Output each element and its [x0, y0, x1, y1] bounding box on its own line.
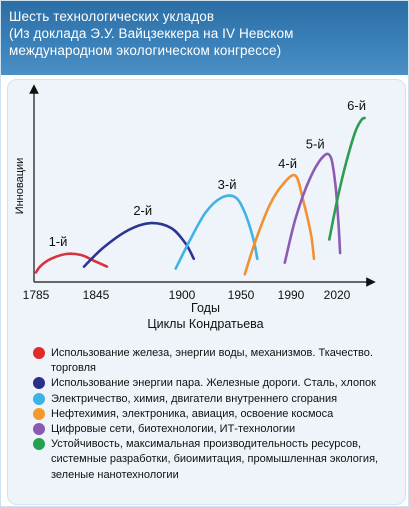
series-label-5: 5-й [306, 137, 325, 152]
x-tick-label-2020: 2020 [324, 288, 351, 302]
title-line-1: Шесть технологических укладов [9, 9, 215, 24]
title-line-2: (Из доклада Э.У. Вайцзеккера на IV Невск… [9, 26, 294, 41]
series-curve-3 [174, 194, 259, 270]
legend-item: Использование энергии пара. Железные дор… [33, 376, 403, 391]
legend-item: Цифровые сети, биотехнологии, ИТ-техноло… [33, 422, 403, 437]
legend: Использование железа, энергии воды, меха… [33, 346, 403, 483]
x-axis-subtitle: Циклы Кондратьева [147, 317, 264, 331]
series-label-2: 2-й [133, 203, 152, 218]
legend-item-text: Устойчивость, максимальная производитель… [51, 438, 379, 481]
series-label-3: 3-й [218, 177, 237, 192]
kondratiev-chart: Инновации 1785 1845 1900 1950 1990 2020 1-й 2-й 3… [14, 84, 376, 302]
legend-item: Использование железа, энергии воды, меха… [33, 346, 403, 376]
x-tick-label-1785: 1785 [23, 288, 50, 302]
legend-item: Электричество, химия, двигатели внутренн… [33, 392, 403, 407]
series-curve-5 [283, 152, 342, 264]
series-curve-6 [328, 116, 366, 241]
legend-item-text: Нефтехимия, электроника, авиация, освоен… [51, 407, 334, 420]
legend-item-text: Использование железа, энергии воды, меха… [51, 347, 373, 375]
legend-item-text: Электричество, химия, двигатели внутренн… [51, 392, 338, 405]
legend-dot-icon [33, 392, 45, 405]
x-tick-label-1900: 1900 [169, 288, 196, 302]
x-tick-label-1845: 1845 [83, 288, 110, 302]
series-label-1: 1-й [49, 234, 68, 249]
x-tick-label-1990: 1990 [278, 288, 305, 302]
chart-panel [7, 79, 406, 505]
legend-dot-icon [33, 423, 45, 436]
series-label-6: 6-й [347, 98, 366, 113]
x-axis-title: Годы [191, 301, 220, 315]
legend-item: Устойчивость, максимальная производитель… [33, 437, 403, 483]
legend-dot-icon [33, 407, 45, 420]
legend-item-text: Цифровые сети, биотехнологии, ИТ-техноло… [51, 423, 296, 436]
legend-dot-icon [33, 377, 45, 390]
legend-item-text: Использование энергии пара. Железные дор… [51, 377, 376, 390]
series-curve-2 [82, 221, 196, 268]
legend-dot-icon [33, 347, 45, 359]
legend-dot-icon [33, 438, 45, 451]
legend-item: Нефтехимия, электроника, авиация, освоен… [33, 407, 403, 422]
series-label-4: 4-й [278, 156, 297, 171]
title-line-3: международном экологическом конгрессе) [9, 43, 282, 58]
y-axis-label: Инновации [14, 158, 26, 215]
x-tick-label-1950: 1950 [228, 288, 255, 302]
series-curve-1 [34, 252, 109, 274]
figure-header: Шесть технологических укладов (Из доклад… [1, 1, 408, 75]
series-curve-4 [243, 173, 316, 276]
